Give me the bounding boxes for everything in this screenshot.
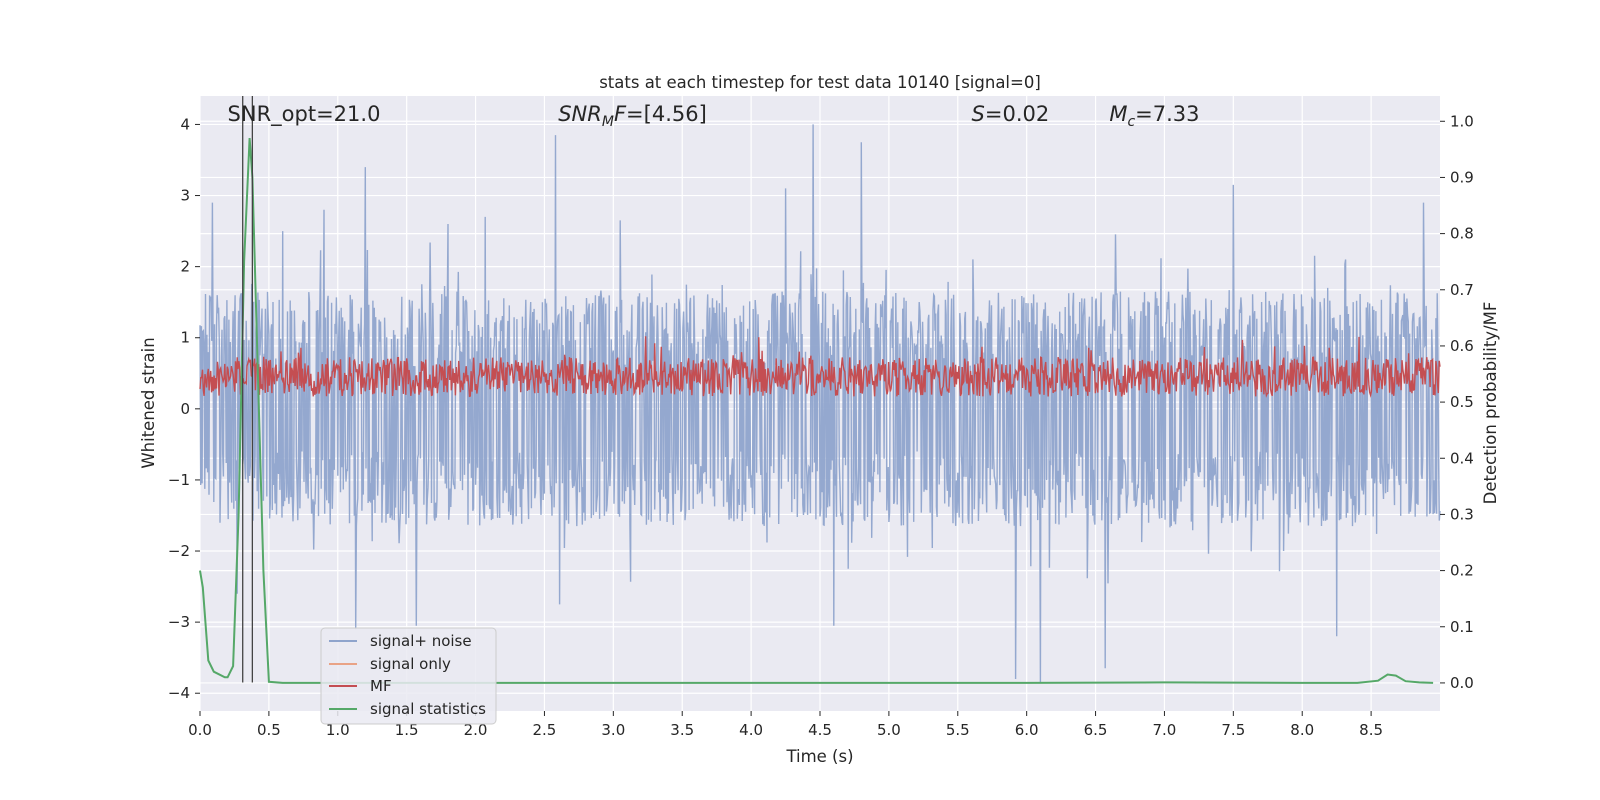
x-tick-label-10: 5.0 (877, 721, 901, 739)
legend-label-signal-statistics: signal statistics (370, 700, 486, 718)
y-tick-label-3: 1 (180, 329, 190, 347)
series-layer (199, 124, 1441, 684)
y-right-tick-label-5: 0.5 (1450, 393, 1474, 411)
x-tick-label-12: 6.0 (1015, 721, 1039, 739)
annotation-mc-sub: c (1127, 114, 1135, 130)
annotation-snr-opt: SNR_opt=21.0 (228, 102, 381, 127)
annotation-snr-mf-tail: F (614, 102, 627, 126)
y-right-tick-label-6: 0.4 (1450, 449, 1474, 467)
y-tick-label-5: −1 (168, 471, 190, 489)
annotation-snr-mf-sub: M (602, 114, 614, 130)
x-tick-label-8: 4.0 (739, 721, 763, 739)
x-tick-label-5: 2.5 (533, 721, 557, 739)
y-right-tick-label-7: 0.3 (1450, 505, 1474, 523)
legend-label-mf: MF (370, 677, 392, 695)
annotation-s: S=0.02 (972, 102, 1050, 126)
legend-label-signal-only: signal only (370, 655, 451, 673)
x-tick-label-3: 1.5 (395, 721, 419, 739)
y-tick-label-8: −4 (168, 684, 190, 702)
legend-label-signal-noise: signal+ noise (370, 632, 472, 650)
x-tick-label-9: 4.5 (808, 721, 832, 739)
y-axis-ticks: 4 3 2 1 0 −1 −2 −3 −4 (168, 115, 200, 702)
y-right-tick-label-2: 0.8 (1450, 225, 1474, 243)
legend-frame (320, 627, 497, 725)
x-tick-label-2: 1.0 (326, 721, 350, 739)
annotation-s-value: =0.02 (985, 102, 1049, 126)
vline-layer (242, 96, 254, 683)
y-axis-label: Whitened strain (139, 337, 158, 468)
y-tick-label-0: 4 (180, 115, 190, 133)
x-tick-label-16: 8.0 (1290, 721, 1314, 739)
y-right-tick-label-10: 0.0 (1450, 674, 1474, 692)
x-tick-label-11: 5.5 (946, 721, 970, 739)
x-tick-label-4: 2.0 (464, 721, 488, 739)
x-tick-label-7: 3.5 (670, 721, 694, 739)
legend: signal+ noise signal only MF signal stat… (320, 627, 497, 725)
y-tick-label-2: 2 (180, 258, 190, 276)
annotation-snr-mf-base: SNR (558, 102, 602, 126)
y-tick-label-6: −2 (168, 542, 190, 560)
y-right-tick-label-3: 0.7 (1450, 281, 1474, 299)
y-tick-label-1: 3 (180, 187, 190, 205)
y-right-tick-label-8: 0.2 (1450, 562, 1474, 580)
y-right-tick-label-1: 0.9 (1450, 168, 1474, 186)
y-right-axis-label: Detection probability/MF (1481, 302, 1500, 505)
annotations: SNR_opt=21.0 SNRMF=[4.56] S=0.02 Mc=7.33 (228, 102, 1200, 130)
annotation-s-base: S (972, 102, 985, 126)
y-right-tick-label-9: 0.1 (1450, 618, 1474, 636)
annotation-snr-mf: SNRMF=[4.56] (558, 102, 707, 130)
series-signal-statistics (199, 138, 1434, 684)
y-tick-label-4: 0 (180, 400, 190, 418)
y-right-axis-ticks: 1.0 0.9 0.8 0.7 0.6 0.5 0.4 0.3 0.2 0.1 0.0 (1440, 112, 1474, 692)
x-tick-label-1: 0.5 (257, 721, 281, 739)
x-tick-label-14: 7.0 (1153, 721, 1177, 739)
series-mf (199, 336, 1441, 398)
annotation-mc-base: M (1109, 102, 1127, 126)
y-tick-label-7: −3 (168, 613, 190, 631)
x-tick-label-0: 0.0 (188, 721, 212, 739)
x-tick-label-6: 3.0 (601, 721, 625, 739)
x-tick-label-15: 7.5 (1221, 721, 1245, 739)
y-right-tick-label-4: 0.6 (1450, 337, 1474, 355)
x-axis-ticks: 0.0 0.5 1.0 1.5 2.0 2.5 3.0 3.5 4.0 4.5 5.0 5.5 6.0 6… (188, 711, 1383, 739)
annotation-snr-mf-value: =[4.56] (626, 102, 707, 126)
annotation-mc: Mc=7.33 (1109, 102, 1199, 130)
annotation-mc-value: =7.33 (1135, 102, 1199, 126)
y-right-tick-label-0: 1.0 (1450, 112, 1474, 130)
x-axis-label: Time (s) (785, 747, 853, 766)
x-tick-label-13: 6.5 (1084, 721, 1108, 739)
series-signal-noise (199, 124, 1441, 683)
chart-title: stats at each timestep for test data 101… (599, 73, 1041, 92)
x-tick-label-17: 8.5 (1359, 721, 1383, 739)
